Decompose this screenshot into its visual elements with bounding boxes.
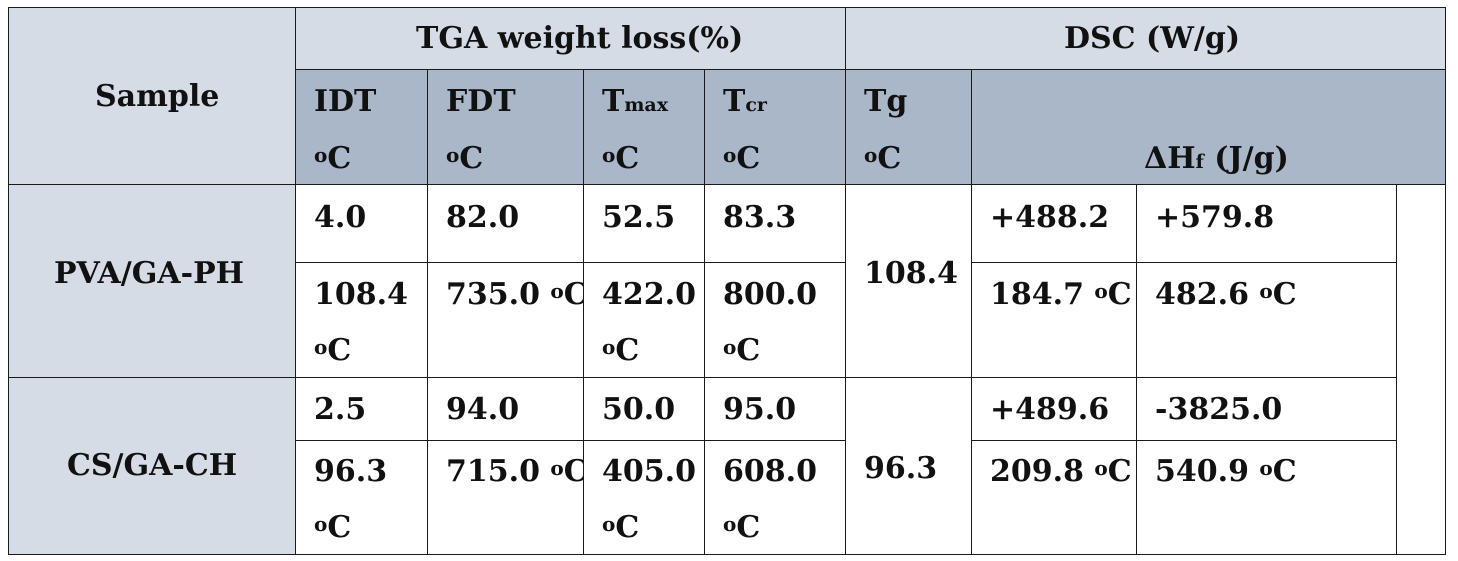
loss-value: 95.0 — [723, 392, 797, 427]
sample-header-cell: Sample — [8, 7, 296, 185]
temp-value: 422.0 — [602, 277, 696, 312]
dh-temp-value: 540.9 oC — [1155, 454, 1297, 489]
dh-cell: +489.6 — [971, 377, 1137, 441]
sample-name: CS/GA-CH — [67, 448, 238, 483]
loss-value: 2.5 — [314, 392, 367, 427]
loss-cell: 2.5 — [295, 377, 428, 441]
dh-value: -3825.0 — [1155, 392, 1283, 427]
loss-cell: 50.0 — [583, 377, 705, 441]
tcr-unit: oC — [723, 141, 761, 176]
dsc-group-label: DSC (W/g) — [1064, 21, 1241, 56]
dh-temp-value: 209.8 oC — [990, 454, 1132, 489]
dh-temp-value: 184.7 oC — [990, 277, 1132, 312]
dh-cell: +488.2 — [971, 184, 1137, 263]
fdt-header: FDT oC — [427, 69, 584, 185]
temp-cell: 735.0 oC — [427, 262, 588, 378]
dh-cell: -3825.0 — [1136, 377, 1397, 441]
tmax-label: Tmax — [602, 84, 669, 119]
dh-label: ΔHf (J/g) — [1144, 141, 1289, 176]
loss-cell: 4.0 — [295, 184, 428, 263]
fdt-unit: oC — [446, 141, 484, 176]
dh-value: +488.2 — [990, 200, 1110, 235]
dh-temp-value: 482.6 oC — [1155, 277, 1297, 312]
loss-value: 83.3 — [723, 200, 797, 235]
temp-cell: 422.0 oC — [583, 262, 705, 378]
loss-value: 82.0 — [446, 200, 520, 235]
dh-temp-cell: 482.6 oC — [1136, 262, 1397, 378]
loss-cell: 52.5 — [583, 184, 705, 263]
temp-unit: oC — [723, 510, 761, 545]
loss-value: 52.5 — [602, 200, 676, 235]
loss-value: 4.0 — [314, 200, 367, 235]
temp-cell: 96.3 oC — [295, 440, 428, 555]
idt-label: IDT — [314, 84, 377, 119]
loss-value: 50.0 — [602, 392, 676, 427]
tg-value: 96.3 — [864, 451, 938, 486]
temp-unit: oC — [602, 333, 640, 368]
idt-header: IDT oC — [295, 69, 428, 185]
temp-value: 96.3 — [314, 454, 388, 489]
tmax-unit: oC — [602, 141, 640, 176]
idt-unit: oC — [314, 141, 352, 176]
temp-cell: 715.0 oC — [427, 440, 588, 555]
loss-cell: 82.0 — [427, 184, 584, 263]
empty-cell — [1396, 184, 1446, 555]
tga-group-label: TGA weight loss(%) — [416, 21, 744, 56]
temp-value: 735.0 oC — [446, 277, 588, 312]
sample-cell: CS/GA-CH — [8, 377, 296, 555]
tg-cell: 96.3 — [845, 377, 972, 555]
tg-value: 108.4 — [864, 256, 958, 291]
dsc-group-header: DSC (W/g) — [845, 7, 1446, 70]
temp-value: 608.0 — [723, 454, 817, 489]
loss-value: 94.0 — [446, 392, 520, 427]
temp-unit: oC — [314, 510, 352, 545]
dh-temp-cell: 184.7 oC — [971, 262, 1137, 378]
temp-cell: 108.4 oC — [295, 262, 428, 378]
tcr-label: Tcr — [723, 84, 767, 119]
loss-cell: 83.3 — [704, 184, 846, 263]
temp-unit: oC — [723, 333, 761, 368]
tmax-header: Tmax oC — [583, 69, 705, 185]
temp-value: 108.4 — [314, 277, 408, 312]
sample-name: PVA/GA-PH — [54, 256, 244, 291]
temp-cell: 800.0 oC — [704, 262, 846, 378]
sample-header: Sample — [95, 79, 220, 114]
tcr-header: Tcr oC — [704, 69, 846, 185]
dh-temp-cell: 540.9 oC — [1136, 440, 1397, 555]
tg-cell: 108.4 — [845, 184, 972, 378]
dh-temp-cell: 209.8 oC — [971, 440, 1137, 555]
tg-label: Tg — [864, 84, 908, 119]
temp-value: 715.0 oC — [446, 454, 588, 489]
loss-cell: 95.0 — [704, 377, 846, 441]
temp-value: 800.0 — [723, 277, 817, 312]
temp-unit: oC — [602, 510, 640, 545]
temp-value: 405.0 — [602, 454, 696, 489]
fdt-label: FDT — [446, 84, 516, 119]
dh-cell: +579.8 — [1136, 184, 1397, 263]
temp-cell: 608.0 oC — [704, 440, 846, 555]
temp-cell: 405.0 oC — [583, 440, 705, 555]
tg-header: Tg oC — [845, 69, 972, 185]
dh-value: +489.6 — [990, 392, 1110, 427]
loss-cell: 94.0 — [427, 377, 584, 441]
dh-value: +579.8 — [1155, 200, 1275, 235]
tg-unit: oC — [864, 141, 902, 176]
sample-cell: PVA/GA-PH — [8, 184, 296, 378]
dh-header: ΔHf (J/g) — [971, 69, 1446, 185]
tga-group-header: TGA weight loss(%) — [295, 7, 846, 70]
temp-unit: oC — [314, 333, 352, 368]
